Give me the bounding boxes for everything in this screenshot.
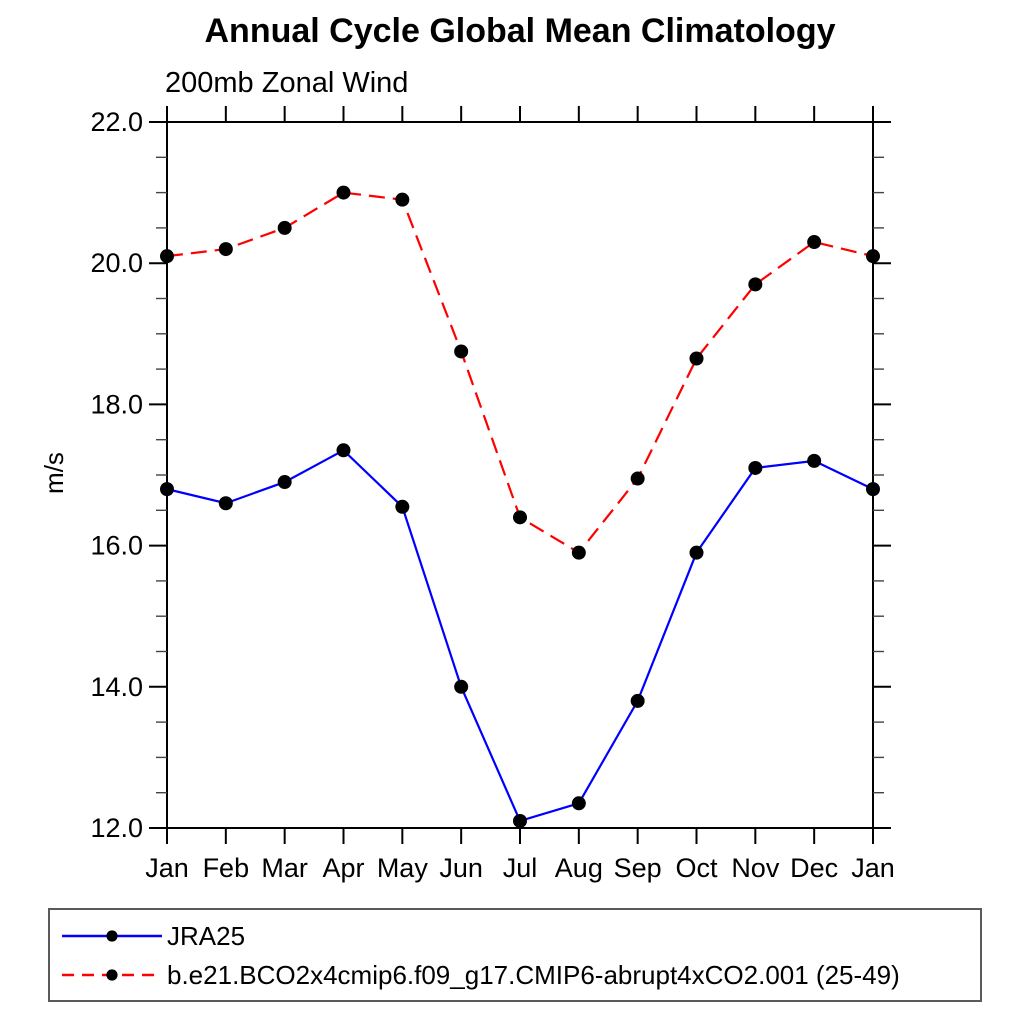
legend-item-jra25: JRA25 bbox=[60, 921, 245, 951]
legend-line-sample-jra25 bbox=[62, 930, 162, 942]
x-axis-tick-label: May bbox=[377, 853, 429, 883]
x-axis-tick-label: Jul bbox=[503, 853, 538, 883]
y-axis-tick-label: 16.0 bbox=[90, 531, 143, 561]
data-point-marker bbox=[218, 496, 233, 511]
data-point-marker bbox=[630, 471, 645, 486]
series-line-0 bbox=[166, 448, 874, 823]
data-point-marker bbox=[689, 545, 704, 560]
legend-item-model: b.e21.BCO2x4cmip6.f09_g17.CMIP6-abrupt4x… bbox=[60, 960, 900, 990]
x-axis-tick-label: Jan bbox=[851, 853, 895, 883]
x-axis-tick-label: Apr bbox=[322, 853, 364, 883]
data-point-marker bbox=[454, 679, 469, 694]
data-point-marker bbox=[689, 351, 704, 366]
data-point-marker bbox=[277, 475, 292, 490]
data-point-marker bbox=[748, 460, 763, 475]
data-point-marker bbox=[807, 235, 822, 250]
data-point-marker bbox=[571, 796, 586, 811]
data-point-marker bbox=[454, 344, 469, 359]
data-point-marker bbox=[513, 510, 527, 525]
y-axis-tick-label: 12.0 bbox=[90, 813, 143, 843]
legend-marker-dot-icon bbox=[106, 969, 118, 981]
x-axis-tick-label: Feb bbox=[203, 853, 250, 883]
data-point-marker bbox=[336, 443, 351, 458]
legend-line-sample-model bbox=[62, 969, 162, 981]
legend-label-model: b.e21.BCO2x4cmip6.f09_g17.CMIP6-abrupt4x… bbox=[167, 959, 900, 990]
data-point-marker bbox=[748, 277, 763, 292]
chart-subtitle: 200mb Zonal Wind bbox=[165, 67, 409, 99]
y-axis-tick-label: 18.0 bbox=[90, 389, 143, 419]
x-axis-tick-label: Jun bbox=[439, 853, 483, 883]
data-point-marker bbox=[866, 482, 880, 497]
data-point-marker bbox=[336, 185, 351, 200]
data-point-marker bbox=[395, 192, 410, 207]
x-axis-tick-label: Mar bbox=[261, 853, 308, 883]
x-axis-tick-label: Nov bbox=[731, 853, 780, 883]
x-axis-tick-label: Oct bbox=[675, 853, 718, 883]
legend-box: JRA25 b.e21.BCO2x4cmip6.f09_g17.CMIP6-ab… bbox=[48, 908, 982, 1002]
legend-label-jra25: JRA25 bbox=[167, 920, 246, 951]
data-point-marker bbox=[160, 482, 174, 497]
data-point-marker bbox=[513, 813, 527, 828]
data-point-marker bbox=[866, 249, 880, 264]
x-axis-tick-label: Sep bbox=[614, 853, 662, 883]
x-axis-tick-label: Aug bbox=[555, 853, 603, 883]
data-point-marker bbox=[630, 693, 645, 708]
x-axis-tick-label: Dec bbox=[790, 853, 838, 883]
data-point-marker bbox=[807, 453, 822, 468]
y-axis-tick-label: 14.0 bbox=[90, 672, 143, 702]
chart-title: Annual Cycle Global Mean Climatology bbox=[204, 12, 836, 50]
plot-frame bbox=[166, 121, 874, 829]
data-point-marker bbox=[218, 242, 233, 257]
data-point-marker bbox=[571, 545, 586, 560]
data-point-marker bbox=[395, 499, 410, 514]
data-point-marker bbox=[277, 220, 292, 235]
x-axis-tick-label: Jan bbox=[145, 853, 189, 883]
data-point-marker bbox=[160, 249, 174, 264]
series-line-1 bbox=[166, 191, 874, 555]
y-axis-tick-label: 22.0 bbox=[90, 107, 143, 137]
legend-marker-dot-icon bbox=[106, 930, 118, 942]
y-axis-tick-label: 20.0 bbox=[90, 248, 143, 278]
